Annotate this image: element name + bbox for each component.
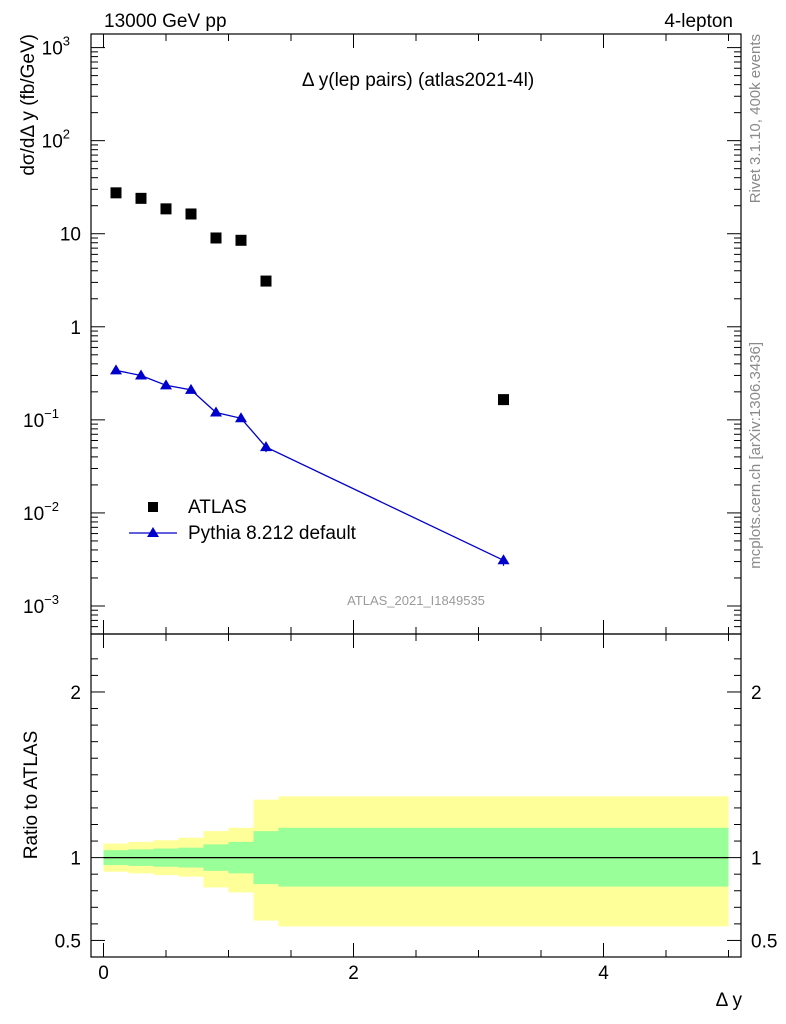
y-tick-label-2: 10−1 (23, 406, 59, 432)
ratio-y-tick-label-left-0: 0.5 (55, 931, 81, 952)
rivet-version-label: Rivet 3.1.10, 400k events (747, 34, 764, 203)
data-point-3 (185, 208, 197, 220)
x-axis-title: Δ y (716, 990, 743, 1011)
axes: 10−3 10−2 10−1 1 10 102 103 0 2 4 0.5 0.5 1 1 2 2 (23, 33, 777, 984)
data-point-0 (110, 187, 122, 199)
x-tick-label-1: 2 (348, 963, 359, 984)
data-point-5 (235, 234, 247, 246)
plot-title: Δ y(lep pairs) (atlas2021-4l) (302, 70, 534, 91)
y-tick-label-0: 10−3 (23, 592, 59, 618)
analysis-watermark: ATLAS_2021_I1849535 (347, 593, 485, 608)
y-tick-label-1: 10−2 (23, 499, 59, 525)
y-tick-label-4: 10 (60, 225, 81, 246)
ratio-y-axis-title: Ratio to ATLAS (21, 731, 42, 860)
data-point-6 (260, 275, 272, 287)
ratio-y-tick-label-right-0: 0.5 (751, 931, 777, 952)
legend-atlas-marker (148, 502, 158, 512)
ratio-bands (103, 796, 729, 927)
mc-point-5 (235, 412, 247, 423)
header-right-label: 4-lepton (664, 11, 733, 32)
y-tick-label-6: 103 (42, 34, 70, 60)
main-frame (90, 33, 742, 635)
y-tick-label-3: 1 (70, 318, 81, 339)
mc-point-0 (110, 364, 122, 375)
data-point-2 (160, 203, 172, 215)
y-axis-title: dσ/dΔ y (fb/GeV) (18, 34, 39, 176)
mc-point-6 (260, 441, 272, 452)
y-tick-label-5: 102 (42, 127, 70, 153)
mc-point-2 (160, 379, 172, 390)
data-series (110, 187, 509, 406)
x-tick-label-2: 4 (598, 963, 609, 984)
ratio-y-tick-label-left-2: 2 (70, 683, 81, 704)
legend-atlas-label: ATLAS (188, 497, 247, 518)
legend-pythia-marker (147, 527, 159, 537)
legend-pythia-label: Pythia 8.212 default (188, 523, 357, 544)
mc-series (110, 364, 510, 566)
ratio-y-tick-label-left-1: 1 (70, 849, 81, 870)
x-tick-label-0: 0 (98, 963, 109, 984)
ratio-y-tick-label-right-1: 1 (751, 849, 762, 870)
mc-point-4 (210, 406, 222, 417)
data-point-1 (135, 192, 147, 204)
data-point-7 (498, 394, 509, 406)
legend: ATLAS Pythia 8.212 default (129, 497, 357, 544)
mc-point-3 (185, 383, 197, 394)
header-left-label: 13000 GeV pp (104, 11, 227, 32)
mc-point-7 (497, 554, 510, 565)
mc-point-1 (135, 369, 147, 380)
mcplots-reference-label: mcplots.cern.ch [arXiv:1306.3436] (747, 342, 764, 569)
data-point-4 (210, 232, 222, 244)
ratio-y-tick-label-right-2: 2 (751, 683, 762, 704)
